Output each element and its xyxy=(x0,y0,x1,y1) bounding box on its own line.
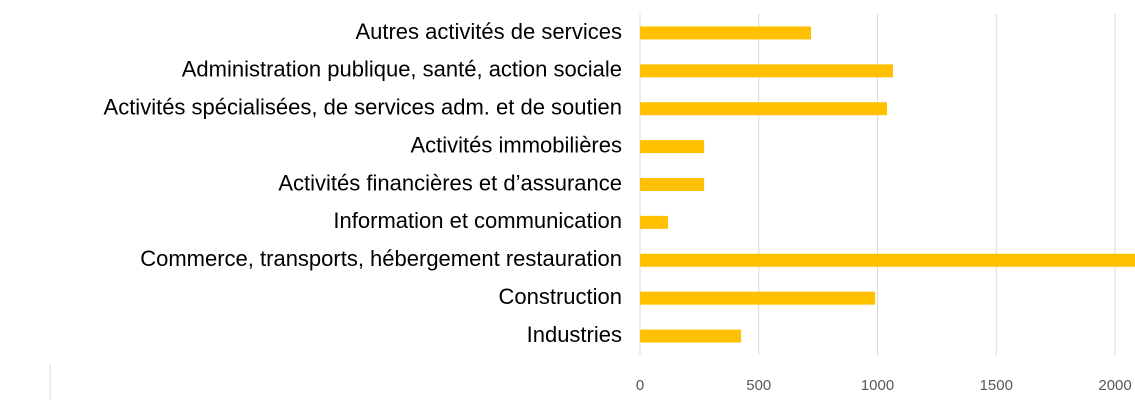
bar xyxy=(640,178,705,191)
y-tick-label: Commerce, transports, hébergement restau… xyxy=(140,246,622,271)
bar xyxy=(640,215,669,229)
bar xyxy=(640,253,1135,267)
y-tick-label: Information et communication xyxy=(333,208,622,233)
y-tick-label: Autres activités de services xyxy=(355,19,622,44)
x-tick-label: 500 xyxy=(746,377,771,394)
x-tick-label: 1000 xyxy=(861,377,894,394)
y-tick-label: Construction xyxy=(498,284,622,309)
y-tick-label: Activités financières et d’assurance xyxy=(278,170,622,195)
y-tick-label: Activités spécialisées, de services adm.… xyxy=(104,95,622,120)
bar xyxy=(640,102,888,116)
x-tick-label: 2000 xyxy=(1098,377,1131,394)
y-tick-label: Activités immobilières xyxy=(411,132,623,157)
y-tick-label: Industries xyxy=(527,322,622,347)
bar xyxy=(640,26,812,40)
x-tick-label: 1500 xyxy=(980,377,1013,394)
y-tick-label: Administration publique, santé, action s… xyxy=(182,57,622,82)
bar xyxy=(640,329,741,343)
bar xyxy=(640,140,705,154)
bar xyxy=(640,291,876,305)
bar xyxy=(640,64,893,78)
x-tick-label: 0 xyxy=(636,377,644,394)
